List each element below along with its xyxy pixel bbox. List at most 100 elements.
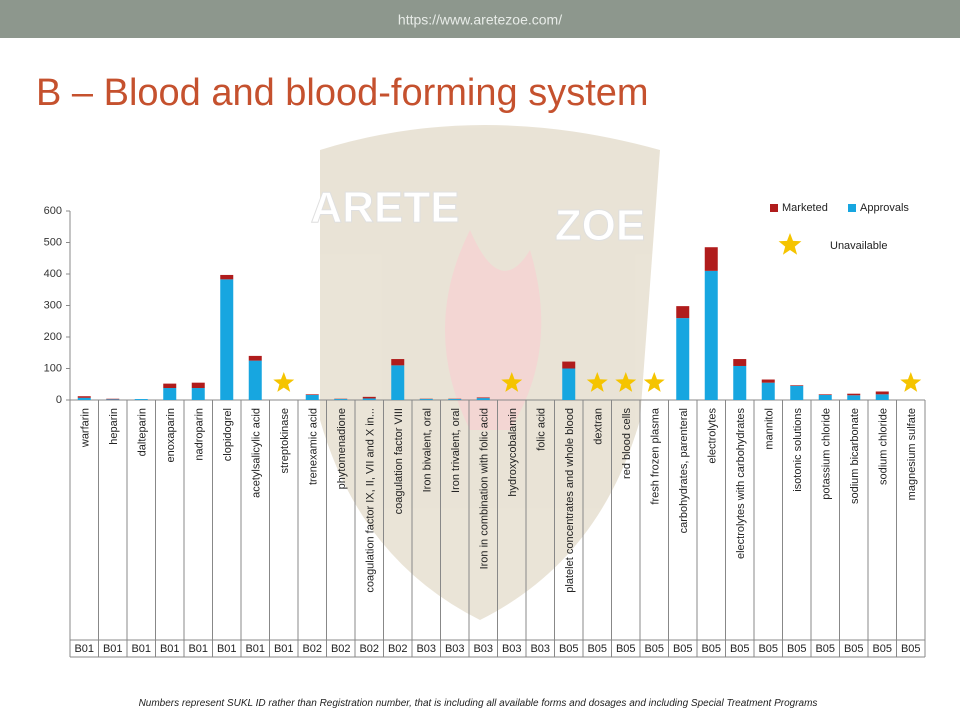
x-tick-label: dalteparin — [136, 408, 148, 456]
bar-segment — [163, 388, 176, 400]
code-label: B02 — [302, 643, 322, 655]
url: https://www.aretezoe.com/ — [398, 12, 562, 28]
category-label-group: clopidogrel — [222, 408, 234, 461]
bar-segment — [135, 399, 148, 400]
bar-segment — [163, 384, 176, 388]
legend-label: Unavailable — [830, 240, 887, 252]
category-label-group: carbohydrates, parenteral — [678, 408, 690, 533]
bar-segment — [876, 394, 889, 400]
x-tick-label: electrolytes — [706, 408, 718, 464]
x-tick-label: acetylsalicylic acid — [250, 408, 262, 498]
bar-segment — [220, 279, 233, 400]
category-label-group: enoxaparin — [165, 408, 177, 462]
y-tick-label: 200 — [44, 331, 62, 343]
category-label-group: trenexamic acid — [307, 408, 319, 485]
code-label: B01 — [217, 643, 237, 655]
category-label-group: Iron bivalent, oral — [421, 408, 433, 492]
x-tick-label: Iron bivalent, oral — [421, 408, 433, 492]
code-label: B05 — [758, 643, 778, 655]
x-tick-label: Iron trivalent, oral — [450, 408, 462, 493]
bar-segment — [363, 397, 376, 399]
x-tick-label: enoxaparin — [165, 408, 177, 462]
legend-label: Approvals — [860, 202, 909, 214]
bar-segment — [192, 383, 205, 388]
bar-segment — [876, 391, 889, 394]
code-label: B05 — [787, 643, 807, 655]
category-label-group: coagulation factor VIII — [393, 408, 405, 514]
y-tick-label: 0 — [56, 394, 62, 406]
category-label-group: isotonic solutions — [792, 408, 804, 492]
category-label-group: heparin — [108, 408, 120, 445]
bar-segment — [192, 388, 205, 400]
category-label-group: phytomenadione — [336, 408, 348, 489]
x-tick-label: dextran — [592, 408, 604, 445]
x-tick-label: nadroparin — [193, 408, 205, 461]
x-tick-label: warfarin — [79, 408, 91, 448]
code-label: B05 — [559, 643, 579, 655]
x-tick-label: isotonic solutions — [792, 408, 804, 492]
code-label: B05 — [587, 643, 607, 655]
code-label: B03 — [502, 643, 522, 655]
bar-segment — [733, 366, 746, 400]
code-label: B05 — [701, 643, 721, 655]
code-label: B02 — [331, 643, 351, 655]
bar-segment — [762, 380, 775, 383]
code-label: B03 — [530, 643, 550, 655]
x-tick-label: folic acid — [535, 408, 547, 451]
bar-segment — [391, 365, 404, 400]
category-label-group: electrolytes with carbohydrates — [735, 408, 747, 560]
code-label: B01 — [74, 643, 94, 655]
code-label: B01 — [245, 643, 265, 655]
legend-swatch — [770, 204, 778, 212]
category-label-group: Iron trivalent, oral — [450, 408, 462, 493]
bar-segment — [705, 247, 718, 271]
bar-segment — [249, 361, 262, 400]
bar-segment — [676, 306, 689, 318]
category-label-group: sodium bicarbonate — [849, 408, 861, 504]
category-label-group: warfarin — [79, 408, 91, 448]
code-label: B03 — [445, 643, 465, 655]
x-tick-label: coagulation factor IX, II, VII and X in.… — [364, 408, 376, 593]
y-tick-label: 600 — [44, 205, 62, 217]
x-tick-label: sodium chloride — [877, 408, 889, 485]
x-tick-label: magnesium sulfate — [906, 408, 918, 500]
code-label: B01 — [160, 643, 180, 655]
bar-segment — [306, 394, 319, 395]
code-label: B03 — [416, 643, 436, 655]
category-label-group: streptokinase — [279, 408, 291, 473]
bar-segment — [249, 356, 262, 361]
x-tick-label: red blood cells — [621, 408, 633, 479]
code-label: B01 — [188, 643, 208, 655]
bar-segment — [420, 399, 433, 400]
code-label: B02 — [359, 643, 379, 655]
footnote: Numbers represent SUKL ID rather than Re… — [139, 698, 818, 709]
category-label-group: mannitol — [763, 408, 775, 450]
category-label-group: Iron in combination with folic acid — [478, 408, 490, 569]
code-label: B01 — [103, 643, 123, 655]
code-label: B01 — [131, 643, 151, 655]
legend-swatch — [848, 204, 856, 212]
bar-segment — [78, 398, 91, 400]
slide-title: B – Blood and blood-forming system — [36, 72, 649, 114]
bar-segment — [847, 395, 860, 400]
bar-segment — [733, 359, 746, 366]
x-tick-label: hydroxycobalamin — [507, 408, 519, 497]
x-tick-label: heparin — [108, 408, 120, 445]
category-label-group: platelet concentrates and whole blood — [564, 408, 576, 593]
bar-segment — [819, 395, 832, 400]
bar-segment — [762, 383, 775, 400]
legend-label: Marketed — [782, 202, 828, 214]
y-tick-label: 300 — [44, 299, 62, 311]
bar-segment — [705, 271, 718, 400]
bar-segment — [106, 399, 119, 400]
category-label-group: potassium chloride — [820, 408, 832, 500]
code-label: B05 — [872, 643, 892, 655]
watermark-text: ARETE — [310, 183, 459, 232]
bar-segment — [562, 362, 575, 369]
bar-segment — [477, 397, 490, 398]
category-label-group: acetylsalicylic acid — [250, 408, 262, 498]
bar-segment — [78, 396, 91, 398]
category-label-group: hydroxycobalamin — [507, 408, 519, 497]
y-tick-label: 100 — [44, 362, 62, 374]
